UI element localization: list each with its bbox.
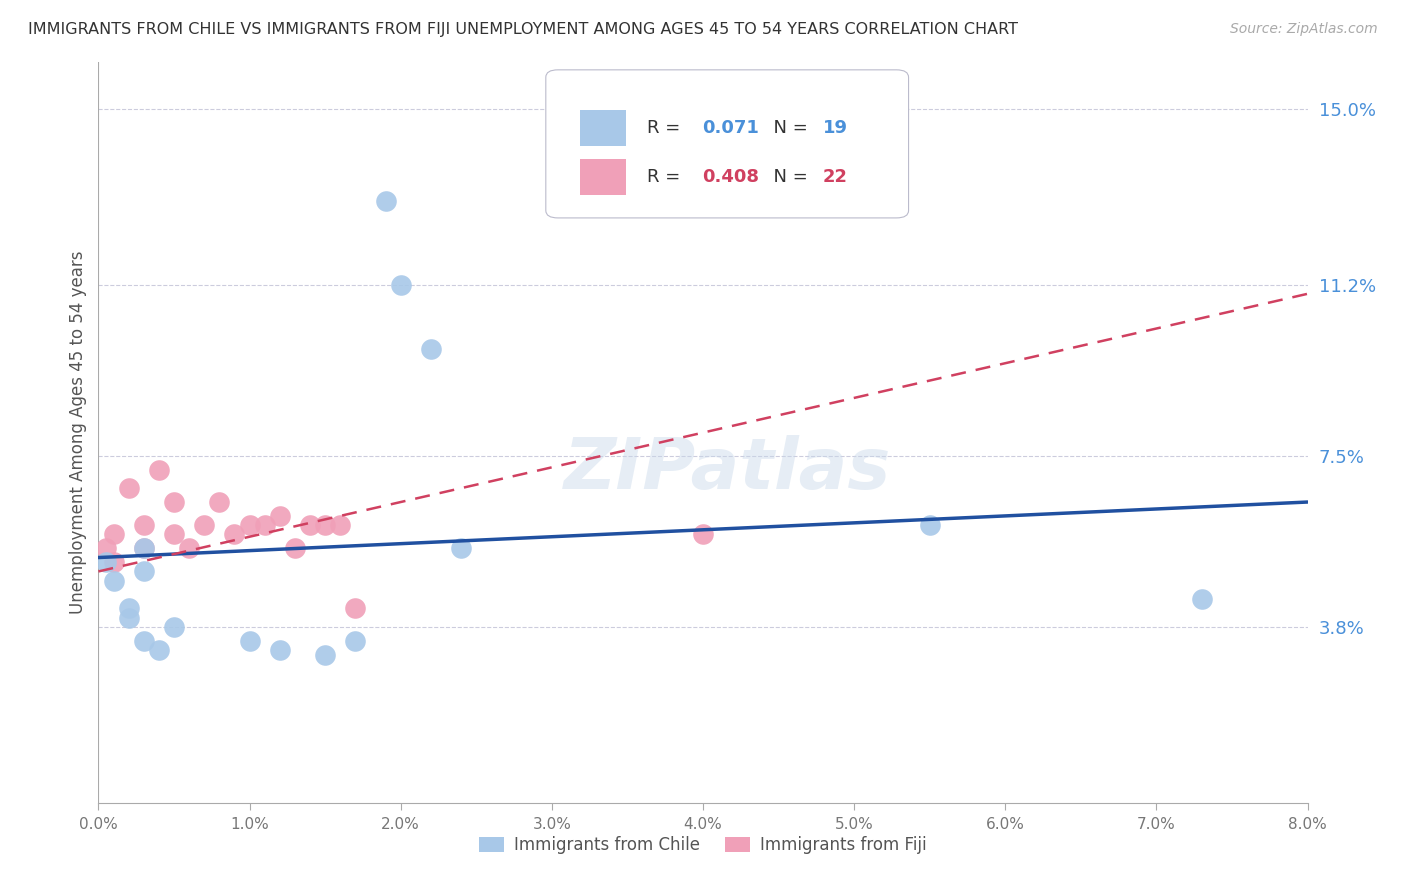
Text: IMMIGRANTS FROM CHILE VS IMMIGRANTS FROM FIJI UNEMPLOYMENT AMONG AGES 45 TO 54 Y: IMMIGRANTS FROM CHILE VS IMMIGRANTS FROM… bbox=[28, 22, 1018, 37]
Text: ZIPatlas: ZIPatlas bbox=[564, 435, 891, 504]
Point bbox=[239, 633, 262, 648]
Point bbox=[314, 648, 336, 662]
Text: R =: R = bbox=[647, 119, 686, 136]
Text: N =: N = bbox=[762, 169, 814, 186]
Point bbox=[692, 527, 714, 541]
Point bbox=[208, 495, 231, 509]
Point bbox=[148, 643, 170, 657]
Point bbox=[148, 462, 170, 476]
Point bbox=[918, 518, 941, 533]
Point bbox=[103, 527, 125, 541]
Point bbox=[94, 541, 117, 556]
Text: 0.408: 0.408 bbox=[702, 169, 759, 186]
Point bbox=[132, 633, 155, 648]
Point bbox=[314, 518, 336, 533]
Point bbox=[118, 601, 141, 615]
Point bbox=[269, 508, 291, 523]
Point bbox=[269, 643, 291, 657]
Text: Source: ZipAtlas.com: Source: ZipAtlas.com bbox=[1230, 22, 1378, 37]
Point bbox=[389, 277, 412, 292]
Point bbox=[284, 541, 307, 556]
Point bbox=[193, 518, 215, 533]
Point bbox=[374, 194, 396, 209]
Point bbox=[94, 555, 117, 569]
Point bbox=[132, 565, 155, 579]
Point bbox=[103, 555, 125, 569]
Text: N =: N = bbox=[762, 119, 814, 136]
Text: 22: 22 bbox=[823, 169, 848, 186]
Point bbox=[253, 518, 276, 533]
Point bbox=[118, 481, 141, 495]
Point bbox=[103, 574, 125, 588]
Text: 0.071: 0.071 bbox=[702, 119, 759, 136]
FancyBboxPatch shape bbox=[579, 160, 626, 195]
Point bbox=[1191, 592, 1213, 607]
Point bbox=[239, 518, 262, 533]
Legend: Immigrants from Chile, Immigrants from Fiji: Immigrants from Chile, Immigrants from F… bbox=[472, 830, 934, 861]
FancyBboxPatch shape bbox=[579, 110, 626, 145]
Y-axis label: Unemployment Among Ages 45 to 54 years: Unemployment Among Ages 45 to 54 years bbox=[69, 251, 87, 615]
Text: R =: R = bbox=[647, 169, 686, 186]
Point bbox=[299, 518, 322, 533]
Text: 19: 19 bbox=[823, 119, 848, 136]
Point bbox=[132, 541, 155, 556]
Point bbox=[163, 527, 186, 541]
Point bbox=[132, 518, 155, 533]
Point bbox=[132, 541, 155, 556]
Point bbox=[344, 601, 367, 615]
Point bbox=[163, 495, 186, 509]
Point bbox=[450, 541, 472, 556]
Point bbox=[179, 541, 201, 556]
Point bbox=[118, 610, 141, 624]
Point bbox=[224, 527, 246, 541]
Point bbox=[163, 620, 186, 634]
FancyBboxPatch shape bbox=[546, 70, 908, 218]
Point bbox=[344, 633, 367, 648]
Point bbox=[420, 343, 443, 357]
Point bbox=[329, 518, 352, 533]
